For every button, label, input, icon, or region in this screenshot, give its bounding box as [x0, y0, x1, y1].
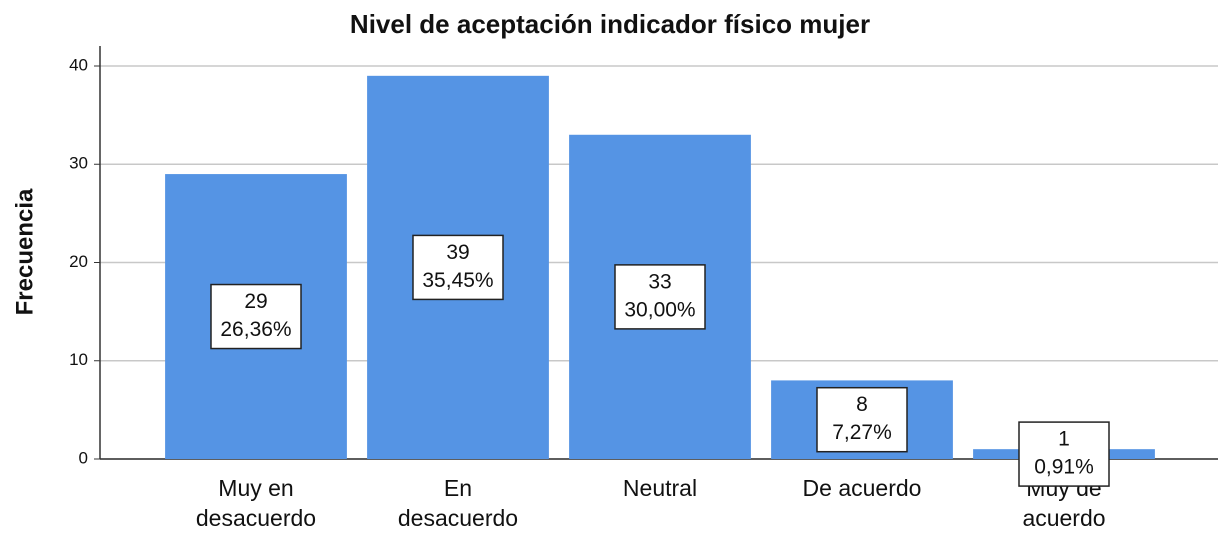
y-tick-label: 40 — [69, 55, 88, 74]
data-label: 39 — [446, 241, 469, 264]
x-tick-label: desacuerdo — [196, 505, 316, 531]
x-tick-label: De acuerdo — [803, 475, 922, 501]
data-label: 1 — [1058, 428, 1070, 451]
x-tick-label: Neutral — [623, 475, 697, 501]
data-label-percent: 7,27% — [832, 421, 892, 444]
y-tick-label: 10 — [69, 350, 88, 369]
data-label-percent: 0,91% — [1034, 456, 1094, 479]
data-label: 8 — [856, 393, 868, 416]
x-tick-label: desacuerdo — [398, 505, 518, 531]
x-tick-label: acuerdo — [1022, 505, 1105, 531]
data-label-box — [1018, 421, 1110, 487]
data-label-box — [412, 234, 504, 301]
data-label-percent: 26,36% — [220, 318, 291, 341]
y-axis-label: Frecuencia — [11, 188, 38, 315]
data-label-percent: 30,00% — [624, 298, 695, 321]
chart-title: Nivel de aceptación indicador físico muj… — [350, 9, 870, 39]
y-tick-label: 20 — [69, 252, 88, 271]
data-label-box — [210, 283, 302, 350]
data-label-box — [614, 264, 706, 330]
x-tick-label: En — [444, 475, 472, 501]
data-label-percent: 35,45% — [422, 269, 493, 292]
y-tick-label: 0 — [79, 448, 88, 467]
data-label: 33 — [648, 270, 671, 293]
data-label: 29 — [244, 290, 267, 313]
data-label-box — [816, 386, 908, 453]
y-tick-label: 30 — [69, 154, 88, 173]
x-tick-label: Muy en — [218, 475, 293, 501]
